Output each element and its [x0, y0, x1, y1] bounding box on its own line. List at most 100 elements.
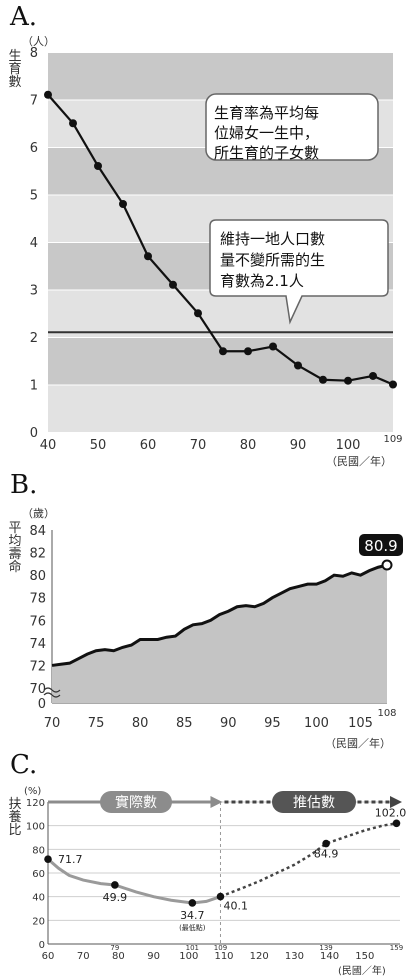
- chart-c-x-top-tick: 79: [110, 944, 119, 952]
- chart-a-band: [48, 289, 393, 337]
- chart-c-x-tick: 130: [285, 951, 304, 962]
- chart-a-callout-text: 生育率為平均每: [214, 104, 319, 122]
- panel-a-letter: A.: [10, 2, 38, 32]
- chart-a-point: [119, 200, 127, 208]
- chart-c-y-tick: 120: [26, 798, 45, 809]
- chart-c-point: [111, 881, 119, 889]
- chart-a-point: [389, 380, 397, 389]
- chart-c-y-tick: 80: [32, 845, 45, 856]
- chart-a-callout-text: 維持一地人口數: [220, 230, 325, 248]
- chart-a-y-unit: （人）: [22, 35, 55, 48]
- chart-b-x-tick: 95: [264, 716, 281, 731]
- chart-c-y-tick: 40: [32, 893, 45, 904]
- chart-c-x-tick: 100: [179, 951, 198, 962]
- chart-a-x-unit: （民國／年）: [326, 455, 392, 468]
- chart-a-callout-box: [209, 219, 389, 325]
- chart-b-x-unit: （民國／年）: [325, 737, 391, 750]
- chart-a-band: [48, 52, 393, 100]
- chart-c-x-top-tick: 139: [319, 944, 332, 952]
- chart-a-x-tick: 100: [336, 438, 361, 453]
- chart-c-x-tick: 110: [214, 951, 233, 962]
- chart-a-y-tick: 7: [30, 94, 38, 109]
- chart-a-x-tick: 50: [90, 438, 107, 453]
- chart-c-y-tick: 20: [32, 916, 45, 927]
- chart-c-y-tick: 0: [39, 940, 45, 951]
- panel-c-letter: C.: [10, 750, 38, 780]
- chart-b-series-line: [51, 563, 388, 667]
- chart-b-axis-break: [43, 687, 61, 698]
- chart-c-x-tick: 70: [77, 951, 90, 962]
- chart-b-end-point: [381, 559, 393, 571]
- chart-c-point: [44, 855, 52, 863]
- chart-b-y-tick: 78: [29, 592, 46, 607]
- chart-b-y-tick: 82: [29, 547, 46, 562]
- panel-b-letter: B.: [10, 470, 38, 500]
- chart-a-point: [94, 162, 102, 170]
- chart-a-point: [69, 119, 77, 128]
- chart-a-x-tick: 40: [40, 438, 57, 453]
- chart-c-actual-pill: [100, 791, 172, 813]
- chart-a-x-tick: 70: [190, 438, 207, 453]
- chart-a-y-tick: 4: [30, 236, 38, 251]
- chart-a-band: [48, 337, 393, 385]
- chart-a-point: [44, 90, 52, 99]
- chart-c-x-top-tick: 159: [390, 944, 403, 952]
- chart-c-estimate-line: [220, 822, 397, 898]
- chart-c-data-label: 84.9: [314, 848, 339, 861]
- chart-c-x-tick: 60: [42, 951, 55, 962]
- chart-a-ylabel: 生育數: [8, 49, 22, 90]
- chart-b-y-tick: 84: [29, 524, 46, 539]
- chart-a-y-tick: 8: [30, 46, 38, 61]
- chart-a-y-tick: 5: [30, 189, 38, 204]
- chart-a-point: [244, 347, 252, 356]
- chart-b-x-tick: 80: [132, 716, 149, 731]
- chart-c-point: [322, 839, 330, 848]
- chart-b-x-tick: 70: [44, 716, 61, 731]
- chart-a-callout-text: 位婦女一生中，: [214, 124, 319, 142]
- chart-a-callout-box: [205, 93, 379, 161]
- chart-a-point: [144, 252, 152, 261]
- chart-b-x-tick: 100: [304, 716, 329, 731]
- chart-a-point: [169, 280, 177, 289]
- chart-c-point: [188, 899, 197, 907]
- chart-c-x-tick: 140: [320, 951, 339, 962]
- chart-c-point: [392, 819, 401, 828]
- chart-b-x-end-tick: 108: [377, 708, 396, 719]
- chart-c-estimate-label: 推估數: [293, 795, 335, 811]
- chart-b-ylabel: 平均壽命: [8, 521, 22, 575]
- chart-c-actual-arrowhead: [210, 796, 223, 808]
- chart-b-end-badge: [359, 533, 403, 556]
- chart-a-y-tick: 1: [30, 379, 38, 394]
- chart-b-y-tick: 76: [29, 614, 46, 629]
- chart-c-data-label: 102.0: [375, 806, 407, 819]
- chart-c-y-tick: 100: [26, 822, 45, 833]
- chart-b-y-tick: 74: [29, 637, 46, 652]
- chart-a-callout-text: 育數為2.1人: [220, 272, 304, 290]
- chart-c-estimate-pill: [272, 791, 356, 813]
- chart-c-x-top-tick: 101: [186, 944, 199, 952]
- chart-c-x-top-tick: 109: [214, 944, 227, 952]
- chart-c-estimate-arrowhead: [390, 796, 402, 808]
- chart-b-x-tick: 90: [220, 716, 237, 731]
- chart-b-y-tick: 72: [29, 659, 46, 674]
- chart-b-y-tick: 80: [29, 569, 46, 584]
- chart-a-callout-text: 量不變所需的生: [220, 251, 325, 269]
- chart-a-x-tick: 80: [240, 438, 257, 453]
- chart-b-y-zero: 0: [38, 697, 46, 712]
- chart-c-data-label: 40.1: [223, 900, 248, 913]
- chart-b-x-tick: 75: [88, 716, 105, 731]
- chart-a-band: [48, 384, 393, 432]
- chart-a-x-end-tick: 109: [383, 434, 402, 445]
- chart-c-data-label: 49.9: [103, 891, 128, 904]
- chart-a-point: [369, 371, 377, 380]
- chart-a-point: [319, 375, 327, 384]
- chart-c-y-tick: 60: [32, 869, 45, 880]
- chart-c-x-tick: 150: [355, 951, 374, 962]
- chart-a-point: [294, 361, 302, 370]
- chart-a-x-tick: 60: [140, 438, 157, 453]
- chart-c-y-unit: (%): [24, 786, 42, 797]
- chart-a-y-tick: 0: [30, 426, 38, 441]
